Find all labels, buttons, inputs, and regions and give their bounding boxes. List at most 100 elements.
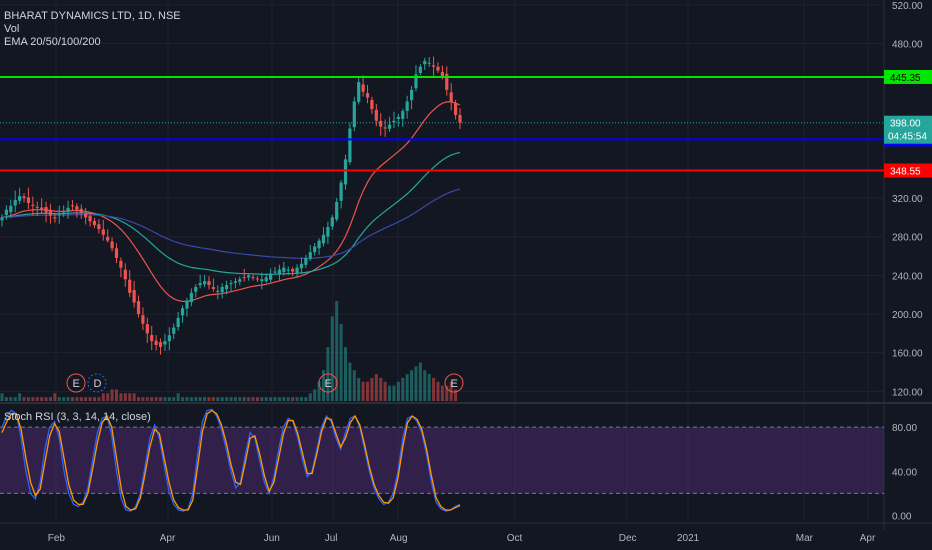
candle-body [13,200,17,206]
candle-body [92,220,97,226]
volume-bar [203,397,207,401]
volume-bar [454,389,458,401]
stoch-tick-label: 0.00 [892,511,912,522]
volume-bar [106,393,110,401]
volume-bar [440,385,444,401]
candle-body [330,217,334,227]
volume-bar [145,397,149,401]
candle-body [277,269,282,275]
candle-body [123,269,127,280]
volume-bar [260,397,264,401]
candle-body [449,92,453,102]
volume-bar [295,397,299,401]
price-tick-label: 120.00 [892,387,923,398]
volume-bar [436,381,440,401]
candle-body [224,285,229,290]
volume-bar [348,362,352,401]
volume-bar [4,397,8,401]
volume-bar [189,397,193,401]
price-level-label: 348.55 [890,166,921,177]
volume-bar [286,397,290,401]
candle-body [70,205,75,207]
candle-body [9,205,13,213]
stoch-tick-label: 80.00 [892,423,917,434]
candle-body [88,215,92,222]
candle-body [414,74,418,89]
candle-body [317,240,321,249]
volume-bar [110,389,114,401]
volume-bar [251,397,255,401]
volume-bar [238,397,242,401]
candle-body [286,269,290,271]
candle-body [233,281,238,283]
stoch-band [0,427,884,494]
candle-body [211,287,215,289]
candle-body [335,201,339,220]
candle-body [379,120,383,127]
price-tick-label: 200.00 [892,310,923,321]
volume-bar [242,397,246,401]
candle-body [238,279,242,282]
volume-bar [75,397,79,401]
price-level-tag [884,69,932,84]
candle-body [291,269,295,272]
candle-body [392,120,396,123]
candle-body [110,241,114,249]
marker-label: E [73,378,80,390]
candle-body [445,73,449,90]
stoch-legend: Stoch RSI (3, 3, 14, 14, close) [4,411,151,424]
volume-bar [291,397,295,401]
candle-body [79,208,83,213]
price-level-tag [884,163,932,178]
candle-body [198,283,202,286]
volume-bar [432,377,436,401]
candle-body [180,308,185,316]
candle-body [136,301,141,315]
candle-body [242,277,246,279]
volume-bar [92,397,96,401]
price-tick-label: 280.00 [892,233,923,244]
stoch-line [1,409,461,511]
candle-body [313,246,317,253]
volume-bar [84,397,88,401]
candle-body [229,283,233,285]
candle-body [75,206,79,210]
volume-bar [313,389,317,401]
candle-body [57,213,61,215]
candle-body [423,60,427,65]
candle-body [374,109,378,121]
volume-bar [339,324,343,401]
candle-body [202,281,207,285]
candle-body [167,335,171,342]
volume-bar [335,301,339,401]
volume-bar [137,397,141,401]
marker-label: D [94,378,102,390]
candle-body [405,101,409,111]
candle-body [150,335,154,342]
volume-bar [22,397,26,401]
volume-bar [79,397,83,401]
candle-body [31,204,35,206]
candle-body [260,279,264,282]
candle-body [18,196,22,201]
candle-body [128,279,132,293]
volume-bar [330,316,334,401]
candle-body [418,66,422,73]
volume-bar [172,397,176,401]
time-tick-label: Mar [796,533,814,544]
volume-bar [44,397,48,401]
candle-body [194,286,198,292]
volume-bar [119,393,123,401]
candle-body [401,111,405,119]
volume-bar [445,385,449,401]
candle-body [251,276,255,278]
volume-bar [163,397,167,401]
volume-bar [167,397,171,401]
time-tick-label: Apr [160,533,176,544]
price-tick-label: 480.00 [892,39,923,50]
volume-bar [352,370,356,401]
volume-bar [220,397,224,401]
earnings-marker [318,373,338,393]
volume-bar [321,370,325,401]
